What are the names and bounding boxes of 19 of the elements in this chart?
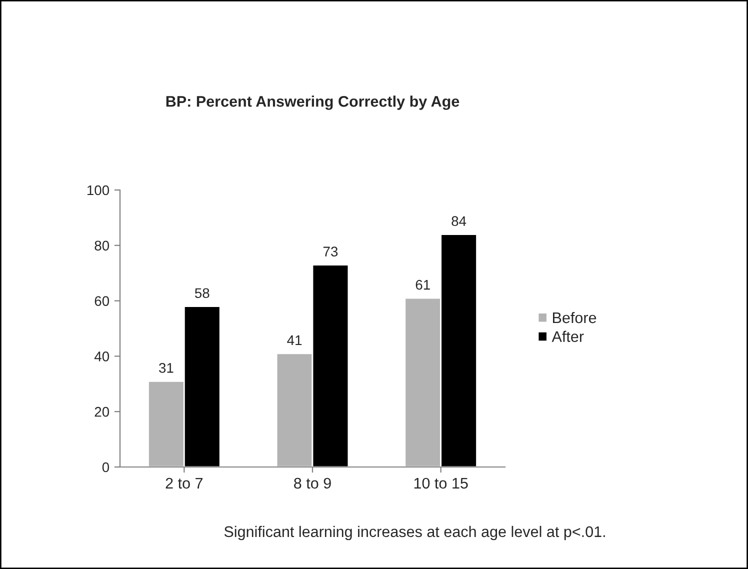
y-tick-label: 80 (94, 240, 110, 251)
data-label: 31 (159, 362, 174, 373)
x-tick-label: 2 to 7 (166, 478, 203, 489)
data-label: 73 (323, 246, 338, 256)
y-tick-label: 100 (87, 185, 110, 196)
y-tick-label: 0 (102, 462, 110, 472)
data-label: 58 (194, 288, 210, 298)
legend-label: Before (553, 312, 596, 324)
chart-title: BP: Percent Answering Correctly by Age (166, 96, 460, 110)
legend-label: After (552, 330, 584, 342)
y-tick-label: 40 (94, 352, 110, 362)
data-label: 84 (452, 216, 466, 226)
x-tick-label: 8 to 9 (294, 478, 331, 489)
data-label: 41 (287, 335, 302, 345)
x-tick-label: 10 to 15 (414, 478, 468, 489)
data-label: 61 (416, 280, 430, 290)
y-tick-label: 60 (94, 296, 110, 306)
y-tick-label: 20 (94, 406, 110, 417)
text: Significant learning increases at each age level at p<.01. (224, 526, 605, 540)
